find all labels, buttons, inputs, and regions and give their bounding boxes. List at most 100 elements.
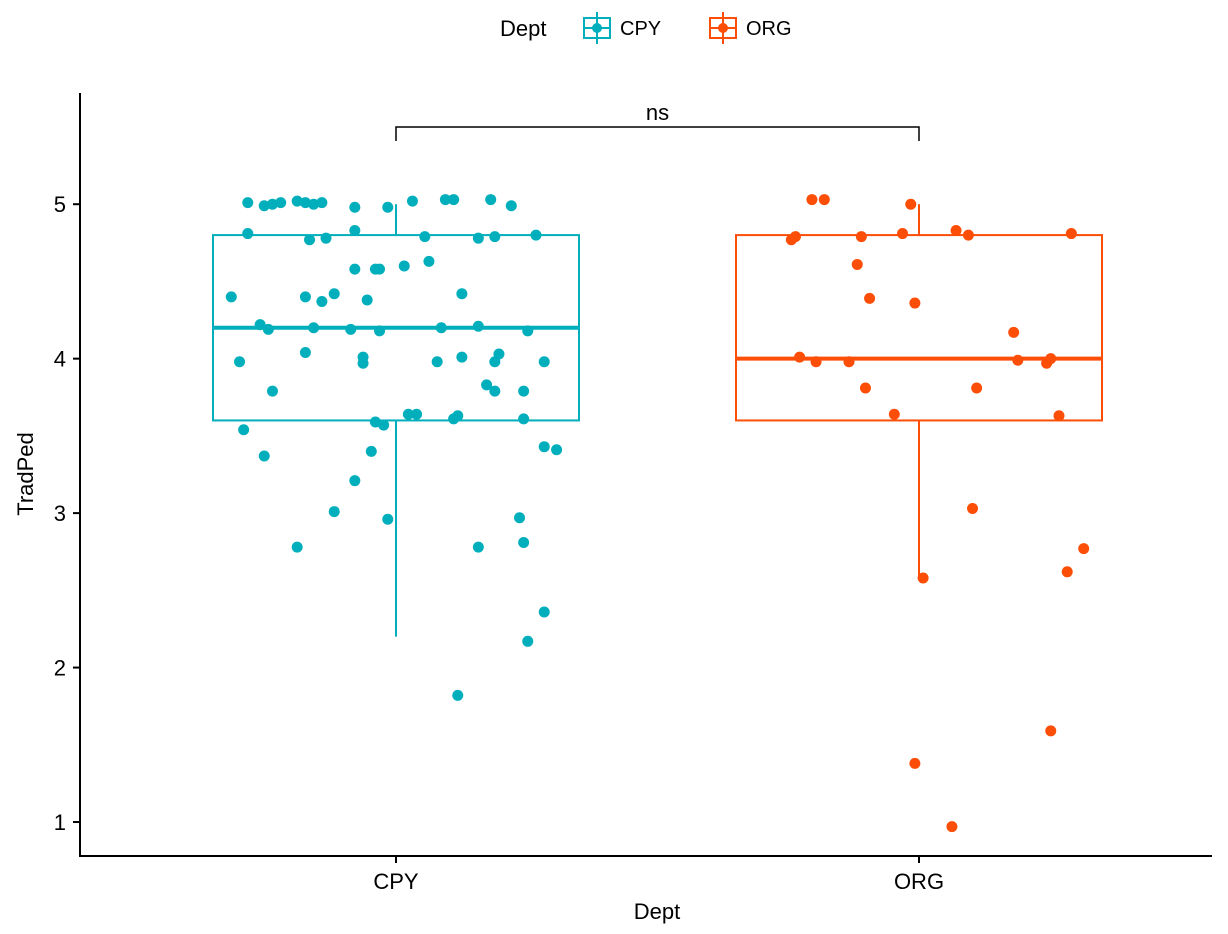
data-point-cpy xyxy=(530,229,542,241)
y-tick-label: 1 xyxy=(54,810,66,835)
legend-item-cpy: CPY xyxy=(583,12,661,44)
data-point-org xyxy=(843,356,855,368)
x-tick-label: CPY xyxy=(373,869,419,894)
data-point-cpy xyxy=(435,322,447,334)
data-point-cpy xyxy=(518,536,530,548)
data-point-cpy xyxy=(538,356,550,368)
data-point-cpy xyxy=(518,413,530,425)
data-point-cpy xyxy=(316,197,328,209)
data-point-org xyxy=(1065,228,1077,240)
data-point-cpy xyxy=(365,445,377,457)
data-point-cpy xyxy=(266,198,278,210)
data-point-org xyxy=(909,757,921,769)
data-point-cpy xyxy=(299,197,311,209)
boxes xyxy=(212,204,1103,637)
data-point-org xyxy=(789,231,801,243)
data-point-org xyxy=(794,351,806,363)
data-point-org xyxy=(810,356,822,368)
data-point-cpy xyxy=(382,513,394,525)
data-point-org xyxy=(1053,410,1065,422)
data-point-org xyxy=(818,194,830,206)
data-point-cpy xyxy=(345,323,357,335)
data-point-cpy xyxy=(456,288,468,300)
data-point-cpy xyxy=(538,441,550,453)
significance-label: ns xyxy=(646,100,669,125)
legend: Dept CPY ORG xyxy=(500,12,792,44)
data-point-cpy xyxy=(308,322,320,334)
data-point-cpy xyxy=(299,346,311,358)
data-point-cpy xyxy=(242,228,254,240)
data-point-org xyxy=(950,224,962,236)
data-point-cpy xyxy=(439,194,451,206)
data-point-org xyxy=(967,502,979,514)
data-point-cpy xyxy=(382,201,394,213)
legend-key-point xyxy=(718,23,728,33)
data-point-org xyxy=(946,821,958,833)
data-point-cpy xyxy=(489,231,501,243)
data-point-cpy xyxy=(514,512,526,524)
legend-item-org: ORG xyxy=(709,12,792,44)
data-point-cpy xyxy=(320,232,332,244)
data-point-cpy xyxy=(304,234,316,246)
data-point-cpy xyxy=(398,260,410,272)
data-point-cpy xyxy=(452,689,464,701)
data-point-cpy xyxy=(538,606,550,618)
data-point-cpy xyxy=(299,291,311,303)
data-point-org xyxy=(864,292,876,304)
box-org xyxy=(735,204,1103,578)
legend-items: CPY ORG xyxy=(583,12,792,44)
data-point-cpy xyxy=(431,356,443,368)
x-ticks: CPY ORG xyxy=(373,856,944,894)
data-point-org xyxy=(1012,354,1024,366)
x-axis-label: Dept xyxy=(634,899,680,924)
data-point-org xyxy=(897,228,909,240)
data-point-cpy xyxy=(349,475,361,487)
y-tick-label: 4 xyxy=(54,347,66,372)
data-point-cpy xyxy=(419,231,431,243)
data-point-cpy xyxy=(456,351,468,363)
data-point-cpy xyxy=(328,506,340,518)
data-point-cpy xyxy=(361,294,373,306)
data-point-cpy xyxy=(481,379,493,391)
data-point-cpy xyxy=(238,424,250,436)
data-point-cpy xyxy=(357,357,369,369)
data-point-cpy xyxy=(349,201,361,213)
comparison-bracket: ns xyxy=(395,100,920,141)
data-point-cpy xyxy=(266,385,278,397)
data-point-cpy xyxy=(489,385,501,397)
data-point-cpy xyxy=(225,291,237,303)
data-point-org xyxy=(859,382,871,394)
data-point-cpy xyxy=(374,263,386,275)
legend-label: CPY xyxy=(620,18,661,40)
data-point-cpy xyxy=(374,325,386,337)
data-point-cpy xyxy=(522,635,534,647)
data-point-cpy xyxy=(328,288,340,300)
data-point-org xyxy=(1008,326,1020,338)
data-point-org xyxy=(1045,353,1057,365)
data-point-cpy xyxy=(254,319,266,331)
data-point-cpy xyxy=(448,194,460,206)
data-point-org xyxy=(1061,566,1073,578)
data-point-org xyxy=(917,572,929,584)
data-point-cpy xyxy=(349,263,361,275)
data-point-cpy xyxy=(262,323,274,335)
data-point-cpy xyxy=(349,224,361,236)
data-point-org xyxy=(851,258,863,270)
legend-title: Dept xyxy=(500,16,546,41)
data-point-cpy xyxy=(518,385,530,397)
data-point-cpy xyxy=(472,232,484,244)
data-point-cpy xyxy=(234,356,246,368)
data-point-cpy xyxy=(378,419,390,431)
data-point-cpy xyxy=(275,197,287,209)
data-point-cpy xyxy=(551,444,563,456)
data-point-org xyxy=(888,408,900,420)
data-point-cpy xyxy=(406,195,418,207)
y-tick-label: 2 xyxy=(54,656,66,681)
y-ticks: 1 2 3 4 5 xyxy=(54,192,80,835)
data-point-cpy xyxy=(505,200,517,212)
data-point-cpy xyxy=(316,296,328,308)
box-iqr xyxy=(735,234,1103,422)
data-point-cpy xyxy=(291,541,303,553)
bracket-line xyxy=(395,126,920,141)
box-cpy xyxy=(212,204,580,637)
